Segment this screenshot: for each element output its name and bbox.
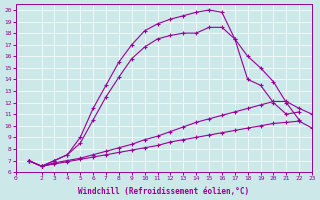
X-axis label: Windchill (Refroidissement éolien,°C): Windchill (Refroidissement éolien,°C) (78, 187, 250, 196)
